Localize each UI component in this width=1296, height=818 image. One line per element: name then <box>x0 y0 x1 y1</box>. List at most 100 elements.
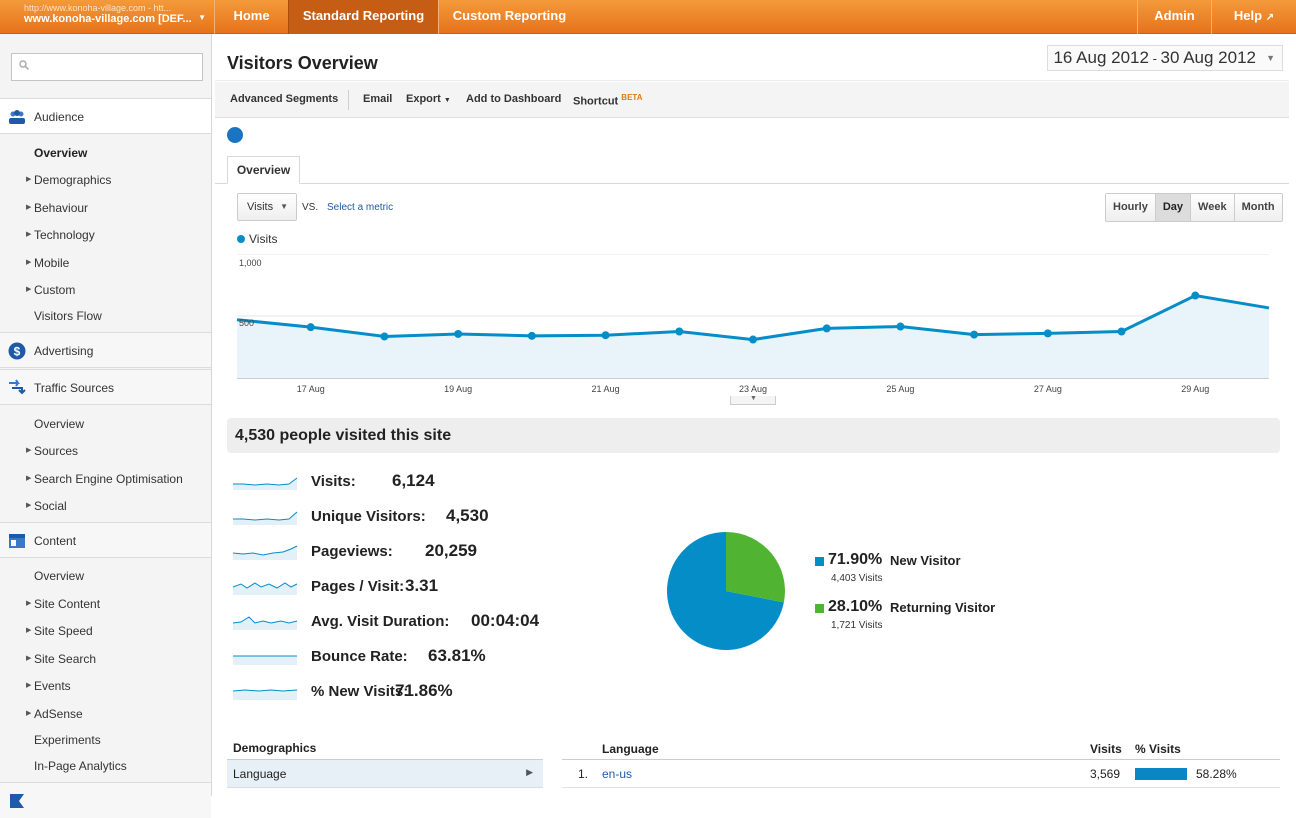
stat-pages-visit[interactable]: Pages / Visit: 3.31 <box>231 573 561 599</box>
sidebar-item-label: Site Search <box>34 652 97 666</box>
sidebar-section-advertising[interactable]: $ Advertising <box>0 332 211 368</box>
nav-help[interactable]: Help ↗ <box>1211 0 1296 34</box>
sidebar-item-in-page-analytics[interactable]: In-Page Analytics <box>34 759 127 773</box>
sidebar-item-adsense[interactable]: ▶ AdSense <box>26 704 83 724</box>
language-link[interactable]: en-us <box>602 767 633 781</box>
sidebar-item-label: Mobile <box>34 256 70 270</box>
visitor-type-pie-chart[interactable] <box>665 530 787 652</box>
pie-slice-new-visitor[interactable] <box>667 532 784 650</box>
search-input[interactable] <box>11 53 203 81</box>
data-point[interactable] <box>527 331 536 340</box>
sidebar-item-site-speed[interactable]: ▶ Site Speed <box>26 621 93 641</box>
data-point[interactable] <box>306 323 315 332</box>
stat-new-visits[interactable]: % New Visits: 71.86% <box>231 678 561 704</box>
sidebar-item-sources[interactable]: ▶ Sources <box>26 441 79 461</box>
stat-pageviews[interactable]: Pageviews: 20,259 <box>231 538 561 564</box>
sidebar-item-overview[interactable]: Overview <box>34 146 88 160</box>
sidebar-item-visitors-flow[interactable]: Visitors Flow <box>34 309 102 323</box>
stat-name: Visits: <box>311 473 356 490</box>
stat-bounce-rate[interactable]: Bounce Rate: 63.81% <box>231 643 561 669</box>
data-point[interactable] <box>380 332 389 341</box>
sidebar-item-behaviour[interactable]: ▶ Behaviour <box>26 198 89 218</box>
sidebar-item-site-search[interactable]: ▶ Site Search <box>26 649 97 669</box>
expand-triangle-icon: ▶ <box>26 600 32 607</box>
sidebar-item-site-content[interactable]: ▶ Site Content <box>26 594 100 614</box>
tab-overview[interactable]: Overview <box>227 156 300 184</box>
stat-unique-visitors[interactable]: Unique Visitors: 4,530 <box>231 503 561 529</box>
sidebar-item-label: Behaviour <box>34 201 89 215</box>
sparkline <box>233 477 298 490</box>
data-point[interactable] <box>601 331 610 340</box>
data-point[interactable] <box>1117 327 1126 336</box>
date-separator: - <box>1148 51 1161 66</box>
visits-line-chart[interactable]: 1,000 500 17 Aug 19 Aug 21 Aug 23 Aug 25 Aug 27… <box>235 254 1275 414</box>
sidebar-section-content[interactable]: Content <box>0 522 211 558</box>
add-to-dashboard-button[interactable]: Add to Dashboard <box>466 93 562 105</box>
email-button[interactable]: Email <box>363 93 393 105</box>
nav-admin[interactable]: Admin <box>1137 0 1211 34</box>
sidebar-item-overview[interactable]: Overview <box>34 569 85 583</box>
chart-legend: Visits <box>237 232 277 246</box>
language-column-header: Language <box>602 742 659 756</box>
sidebar-item-technology[interactable]: ▶ Technology <box>26 225 95 245</box>
sidebar-item-search-engine-optimisation[interactable]: ▶ Search Engine Optimisation <box>26 469 183 489</box>
select-metric-link[interactable]: Select a metric <box>327 202 394 213</box>
sparkline <box>233 655 297 665</box>
shortcut-label: Shortcut <box>573 95 619 108</box>
account-selector[interactable]: http://www.konoha-village.com - htt... w… <box>0 0 214 34</box>
legend-swatch <box>815 557 824 566</box>
hourly-button[interactable]: Hourly <box>1106 194 1155 221</box>
sidebar-item-overview[interactable]: Overview <box>34 417 85 431</box>
data-point[interactable] <box>675 327 684 336</box>
date-range-picker[interactable]: 16 Aug 2012 - 30 Aug 2012 ▼ <box>1047 45 1283 71</box>
traffic-arrows-icon <box>9 379 26 395</box>
metric-select[interactable]: Visits ▼ <box>237 193 297 221</box>
sidebar-item-experiments[interactable]: Experiments <box>34 733 101 747</box>
sidebar-item-mobile[interactable]: ▶ Mobile <box>26 253 70 273</box>
demographics-row-language[interactable]: Language ▶ <box>227 760 543 788</box>
nav-home[interactable]: Home <box>214 0 288 34</box>
shortcut-button[interactable]: Shortcut BETA <box>573 93 642 108</box>
chart-resize-handle[interactable]: ▼ <box>730 395 776 405</box>
export-button[interactable]: Export ▼ <box>406 93 451 105</box>
sidebar-section-label: Advertising <box>34 344 94 358</box>
stat-value: 00:04:04 <box>471 611 540 630</box>
day-button[interactable]: Day <box>1154 194 1191 221</box>
sparkline <box>232 582 298 595</box>
week-button[interactable]: Week <box>1190 194 1234 221</box>
sidebar-section-conversions[interactable] <box>0 782 211 818</box>
data-point[interactable] <box>749 335 757 344</box>
data-point[interactable] <box>822 324 831 333</box>
advanced-segments-button[interactable]: Advanced Segments <box>230 93 339 105</box>
expand-triangle-icon: ▶ <box>26 286 32 293</box>
data-point[interactable] <box>1043 329 1052 338</box>
stat-visits[interactable]: Visits: 6,124 <box>231 468 561 494</box>
stat-value: 63.81% <box>428 646 486 665</box>
nav-standard-reporting[interactable]: Standard Reporting <box>288 0 438 34</box>
sidebar-item-label: Search Engine Optimisation <box>34 472 183 486</box>
x-tick-label: 27 Aug <box>1034 384 1062 394</box>
stat-avg-visit-duration[interactable]: Avg. Visit Duration: 00:04:04 <box>231 608 561 634</box>
y-tick-label: 500 <box>239 318 254 328</box>
sidebar-section-audience[interactable]: Audience <box>0 98 211 134</box>
stat-name: % New Visits: <box>311 683 409 700</box>
legend-label: Visits <box>249 232 278 246</box>
sidebar-item-events[interactable]: ▶ Events <box>26 676 71 696</box>
series-area-fill <box>237 295 1269 378</box>
stat-name: Bounce Rate: <box>311 648 408 665</box>
nav-custom-reporting[interactable]: Custom Reporting <box>438 0 580 34</box>
data-point[interactable] <box>970 330 979 339</box>
sidebar-section-traffic-sources[interactable]: Traffic Sources <box>0 369 211 405</box>
data-point[interactable] <box>896 322 905 331</box>
language-percent: 58.28% <box>1196 767 1237 781</box>
pie-slice-returning-visitor[interactable] <box>726 532 785 603</box>
sidebar-item-label: Sources <box>34 444 79 458</box>
sidebar-item-demographics[interactable]: ▶ Demographics <box>26 170 111 190</box>
sparkline <box>232 545 298 560</box>
sidebar-item-custom[interactable]: ▶ Custom <box>26 280 75 300</box>
month-button[interactable]: Month <box>1233 194 1282 221</box>
segment-indicator-icon[interactable] <box>227 127 243 143</box>
sidebar-item-social[interactable]: ▶ Social <box>26 496 67 516</box>
data-point[interactable] <box>1191 291 1200 300</box>
data-point[interactable] <box>454 329 463 338</box>
